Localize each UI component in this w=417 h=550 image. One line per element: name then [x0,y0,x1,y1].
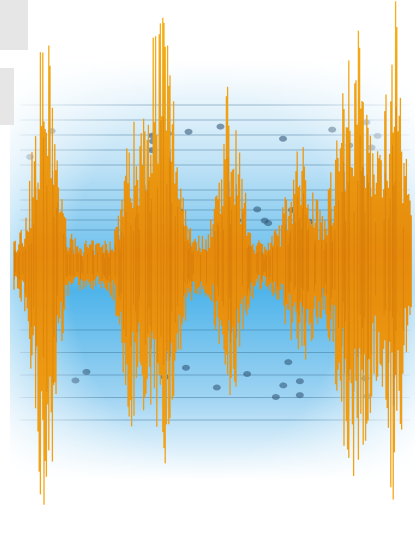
note-head [71,377,80,384]
note-head [212,384,221,391]
note-head [260,217,269,224]
note-head [373,132,382,139]
note-head [295,392,304,399]
grey-panel [0,0,28,50]
grey-panel [0,68,14,125]
note-head [184,128,193,135]
note-head [243,371,252,378]
note-head [328,126,337,133]
waveform-shade [14,106,404,406]
note-head [279,382,288,389]
note-head [279,135,288,142]
note-head [181,364,190,371]
note-head [271,393,280,400]
note-head [295,378,304,385]
note-head [253,206,262,213]
note-head [367,144,376,151]
note-head [216,123,225,130]
note-head [26,153,35,160]
note-head [82,368,91,375]
waveform [13,1,412,505]
note-head [284,359,293,366]
